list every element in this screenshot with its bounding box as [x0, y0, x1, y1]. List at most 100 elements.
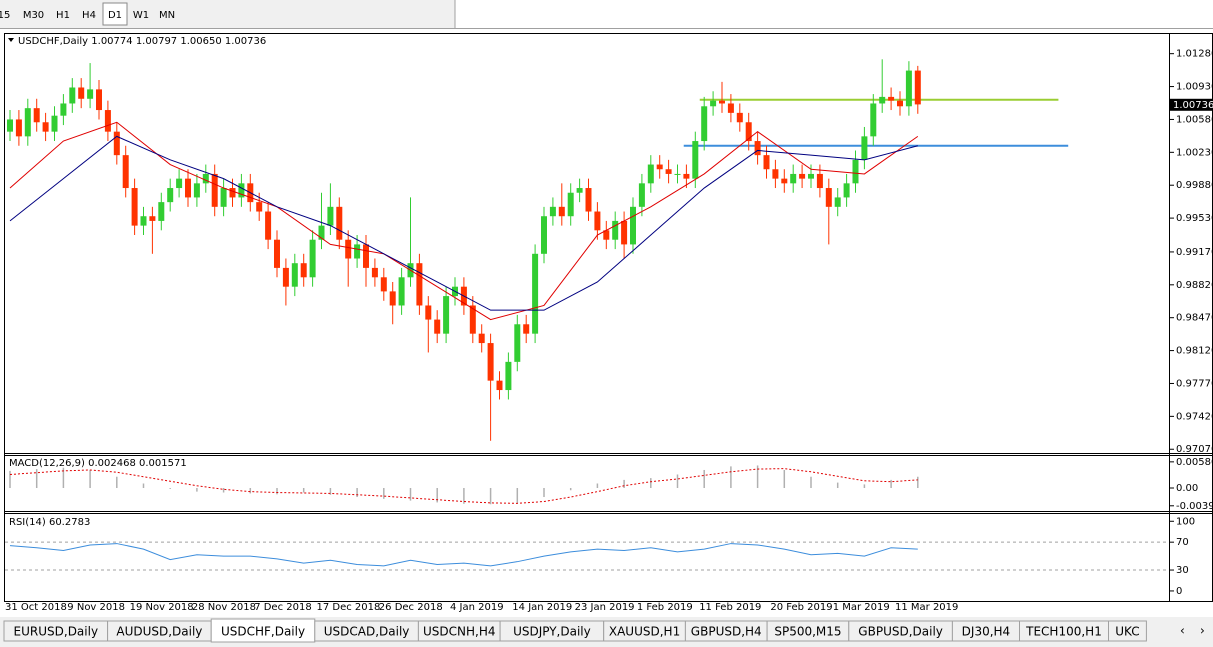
candle-body — [265, 211, 272, 240]
candle-body — [888, 96, 895, 101]
candle-body — [104, 110, 111, 132]
tab-label[interactable]: SP500,M15 — [774, 625, 841, 639]
tab-label[interactable]: AUDUSD,Daily — [116, 625, 202, 639]
candle-body — [425, 305, 432, 320]
candle-body — [443, 296, 450, 334]
candle-body — [719, 100, 725, 104]
tab-label[interactable]: USDJPY,Daily — [513, 625, 591, 639]
timeframe-label[interactable]: H4 — [82, 10, 96, 21]
candle-body — [87, 89, 94, 99]
x-tick-label: 11 Mar 2019 — [895, 602, 958, 613]
y-tick-label: 0.005802 — [1176, 457, 1213, 468]
tab-label[interactable]: EURUSD,Daily — [14, 625, 99, 639]
candle-body — [656, 164, 663, 170]
candle-body — [220, 188, 227, 207]
candle-body — [808, 173, 814, 179]
candle-body — [852, 159, 859, 184]
tab-label[interactable]: USDCNH,H4 — [423, 625, 496, 639]
timeframe-label[interactable]: 15 — [0, 10, 10, 21]
symbol-tab[interactable]: USDCHF,Daily — [210, 618, 316, 643]
candle-body — [772, 169, 779, 179]
timeframe-button[interactable]: MN — [159, 10, 175, 21]
candle-body — [478, 333, 485, 344]
candle-body — [816, 173, 823, 189]
tab-label[interactable]: TECH100,H1 — [1025, 625, 1102, 639]
symbol-tab[interactable]: AUDUSD,Daily — [107, 620, 212, 642]
timeframe-button[interactable]: 15 — [0, 10, 10, 21]
tab-scroll-right[interactable]: › — [1200, 624, 1205, 638]
timeframe-label[interactable]: H1 — [56, 10, 70, 21]
tab-label[interactable]: UKC — [1115, 625, 1139, 639]
x-tick-label: 28 Nov 2018 — [192, 602, 256, 613]
timeframe-button[interactable]: W1 — [133, 10, 149, 21]
timeframe-label[interactable]: MN — [159, 10, 175, 21]
candle-body — [256, 202, 263, 212]
candle-body — [416, 263, 423, 306]
symbol-tab[interactable]: SP500,M15 — [766, 620, 850, 642]
symbol-tab[interactable]: USDCNH,H4 — [417, 620, 501, 642]
candle-body — [549, 206, 556, 217]
x-tick-label: 7 Dec 2018 — [254, 602, 312, 613]
symbol-tab[interactable]: XAUUSD,H1 — [603, 620, 686, 642]
tab-label[interactable]: GBPUSD,Daily — [858, 625, 943, 639]
tab-label[interactable]: DJ30,H4 — [962, 625, 1011, 639]
tab-label[interactable]: USDCHF,Daily — [221, 625, 305, 639]
timeframe-button[interactable]: D1 — [102, 2, 128, 26]
timeframe-button[interactable]: H1 — [56, 10, 70, 21]
candle-body — [229, 188, 236, 198]
candle-body — [487, 343, 494, 381]
candle-body — [781, 178, 788, 184]
candle-body — [122, 155, 129, 189]
candle-body — [843, 183, 850, 198]
symbol-tab[interactable]: EURUSD,Daily — [3, 620, 109, 642]
x-tick-label: 1 Feb 2019 — [637, 602, 693, 613]
candle-body — [870, 103, 877, 137]
candle-body — [211, 173, 218, 207]
symbol-tab[interactable]: USDCAD,Daily — [314, 620, 419, 642]
candle-body — [24, 108, 31, 137]
timeframe-label[interactable]: W1 — [133, 10, 149, 21]
symbol-tab[interactable]: DJ30,H4 — [951, 620, 1021, 642]
candle-body — [834, 197, 841, 207]
tab-scroll-left[interactable]: ‹ — [1180, 624, 1185, 638]
candle-body — [336, 206, 343, 240]
symbol-tab[interactable]: GBPUSD,H4 — [684, 620, 768, 642]
timeframe-label[interactable]: D1 — [108, 10, 122, 21]
candle-body — [558, 206, 565, 217]
candle-body — [683, 173, 690, 179]
y-tick-label: 1.01280 — [1176, 49, 1213, 60]
x-tick-label: 23 Jan 2019 — [575, 602, 635, 613]
tab-label[interactable]: GBPUSD,H4 — [691, 625, 762, 639]
candle-body — [647, 164, 654, 184]
symbol-tab[interactable]: TECH100,H1 — [1019, 620, 1109, 642]
symbol-tab[interactable]: USDJPY,Daily — [499, 620, 605, 642]
symbol-tab[interactable]: GBPUSD,Daily — [848, 620, 953, 642]
candle-body — [380, 277, 387, 292]
candle-body — [790, 173, 797, 184]
candle-body — [202, 173, 209, 184]
candle-body — [345, 239, 352, 259]
candle-body — [674, 173, 681, 175]
tab-label[interactable]: USDCAD,Daily — [324, 625, 410, 639]
candle-body — [585, 188, 592, 212]
candle-body — [576, 188, 583, 193]
y-tick-label: 0.00 — [1176, 483, 1198, 494]
x-tick-label: 17 Dec 2018 — [317, 602, 381, 613]
candle-body — [309, 239, 316, 278]
rsi-line — [9, 543, 918, 567]
candle-body — [727, 103, 734, 113]
timeframe-label[interactable]: M30 — [23, 10, 44, 21]
symbol-tab[interactable]: UKC — [1108, 620, 1147, 642]
timeframe-button[interactable]: M30 — [23, 10, 44, 21]
candle-body — [701, 106, 708, 142]
candle-body — [354, 244, 361, 259]
moving-average — [9, 135, 918, 311]
candle-body — [665, 169, 672, 174]
candle-body — [389, 291, 396, 306]
tab-label[interactable]: XAUUSD,H1 — [609, 625, 680, 639]
timeframe-button[interactable]: H4 — [82, 10, 96, 21]
candle-body — [603, 230, 610, 240]
